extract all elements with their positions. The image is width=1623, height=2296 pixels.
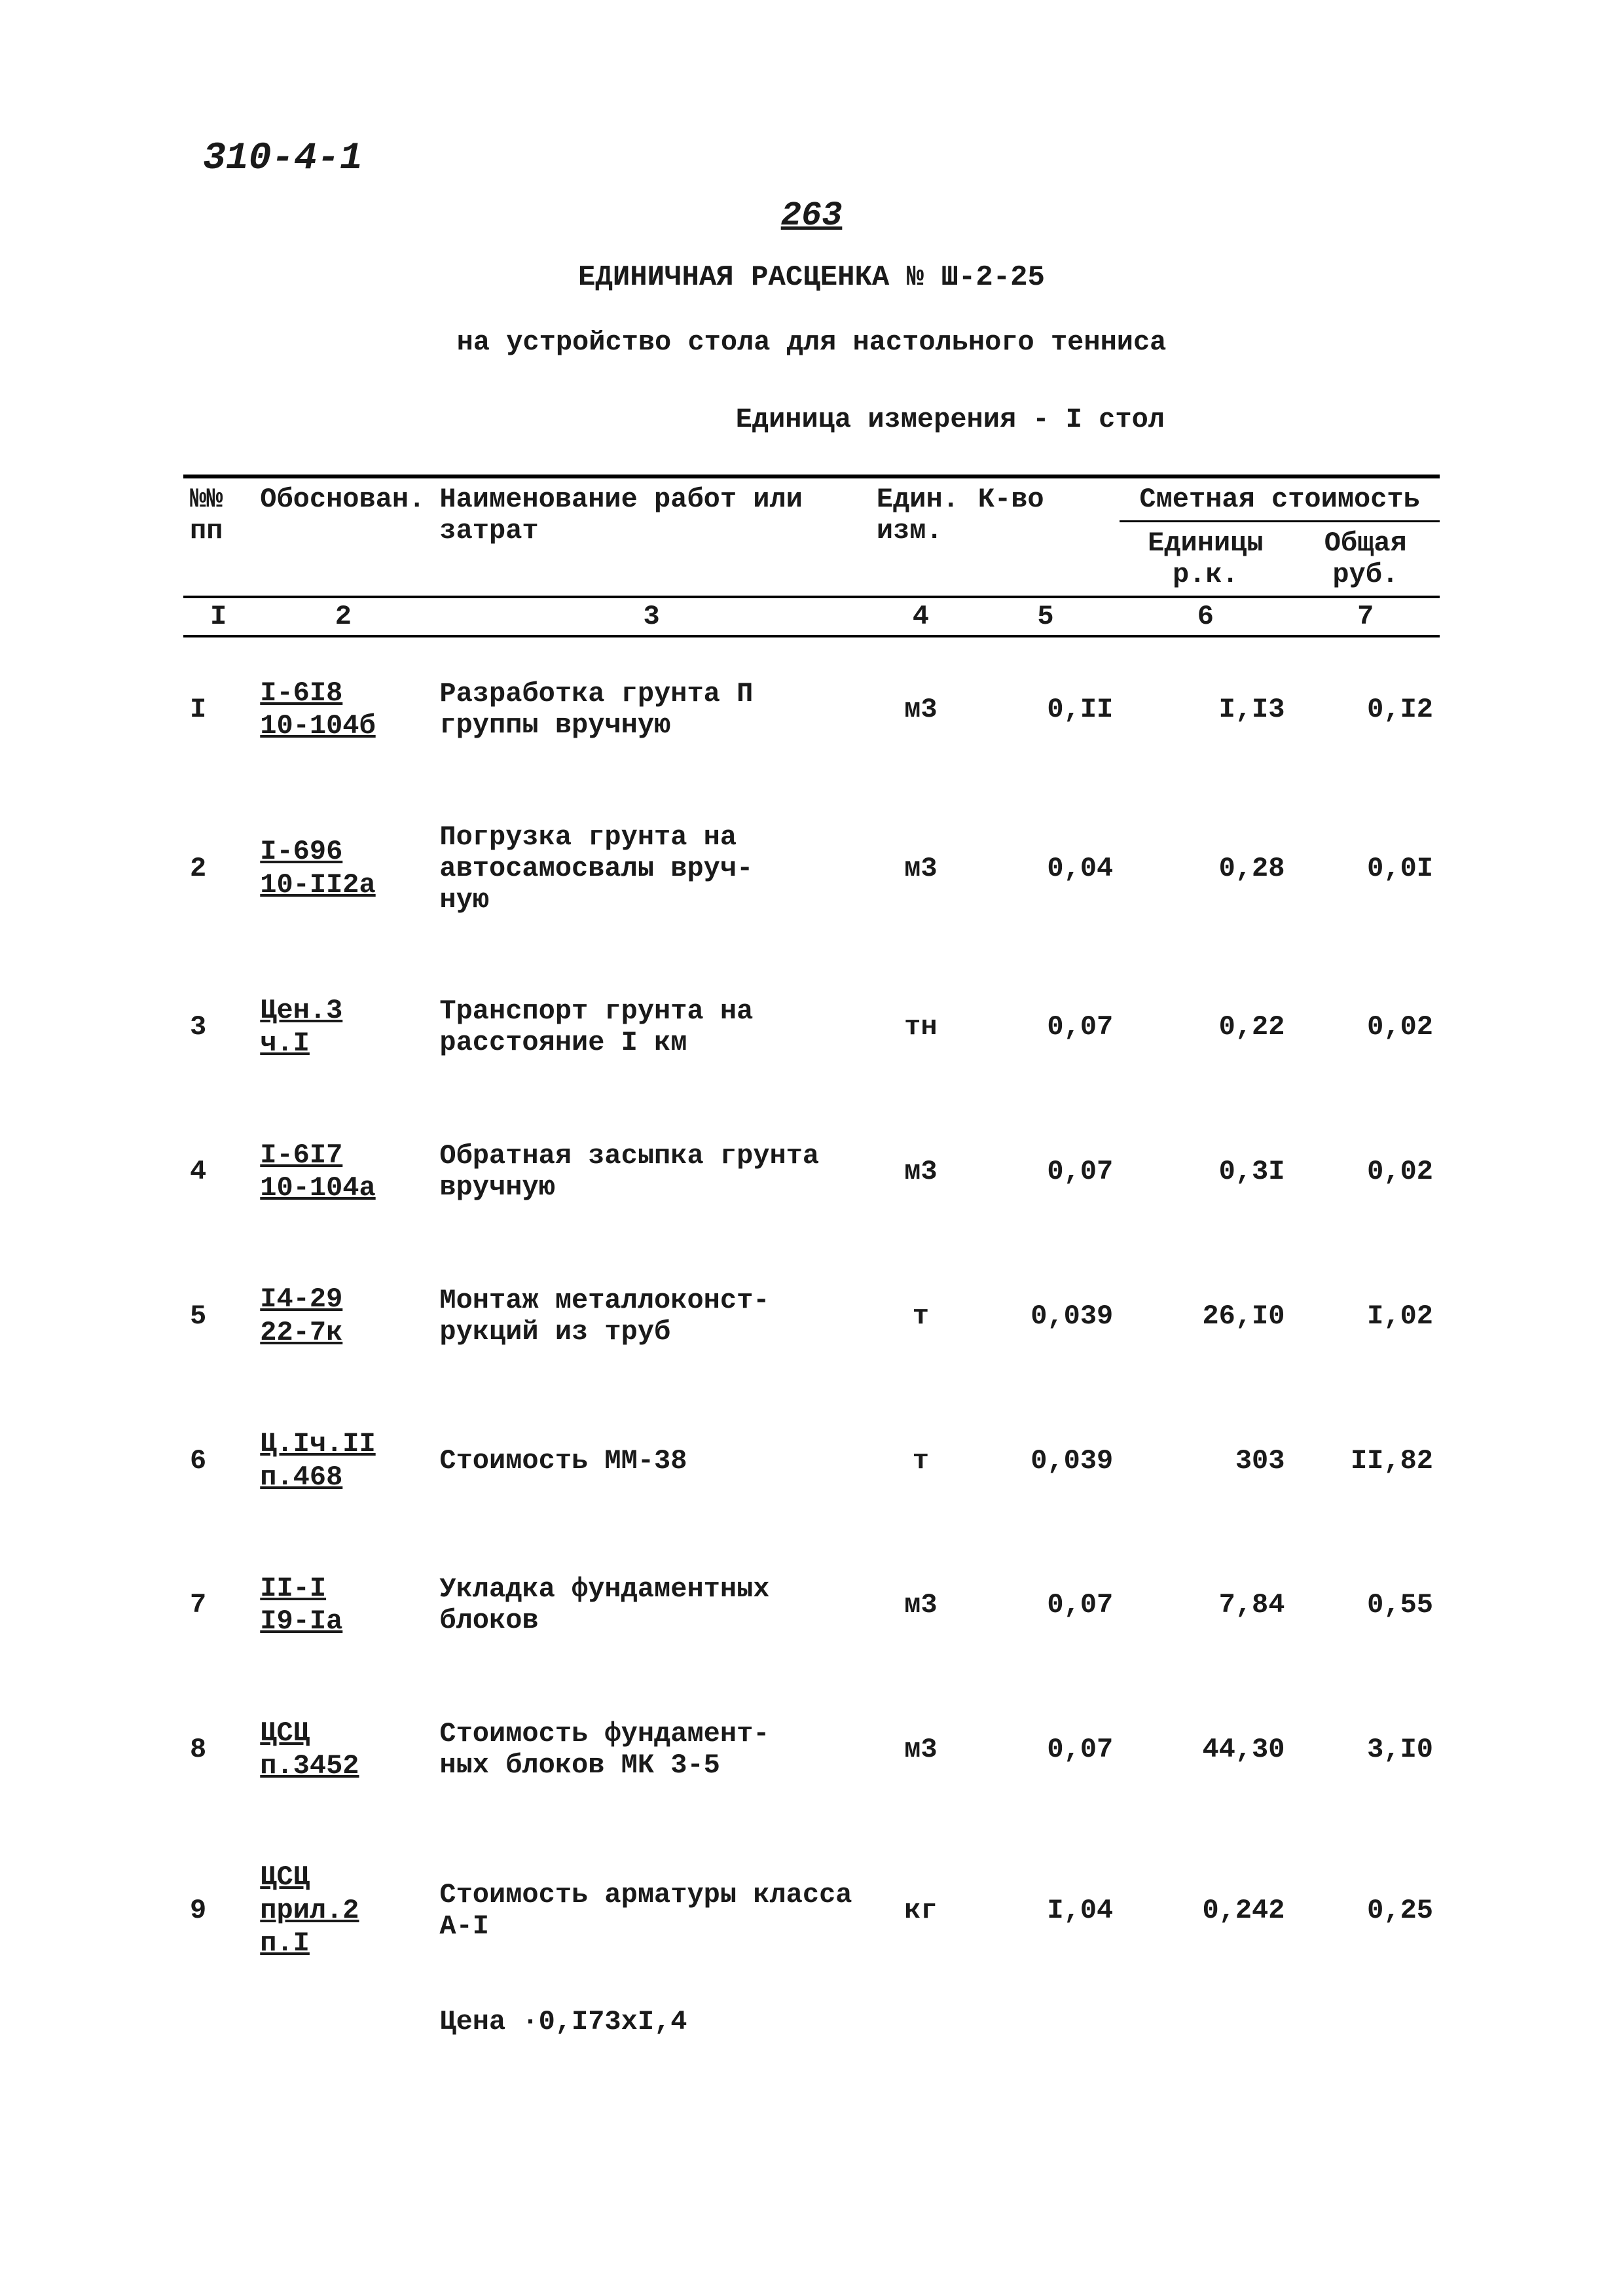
document-subtitle: на устройство стола для настольного тенн… — [183, 327, 1440, 358]
col-header-name: Наименование работ или затрат — [433, 476, 869, 597]
col-num-4: 4 — [870, 597, 972, 636]
cell-qty: 0,07 — [972, 1100, 1120, 1244]
table-row: 5I4-2922-7кМонтаж металлоконст-рукций из… — [183, 1244, 1440, 1388]
cell-total: 3,I0 — [1291, 1677, 1440, 1822]
cell-basis: I-6I810-104б — [253, 636, 433, 782]
table-row: 3Цен.3ч.IТранспорт грунта на расстояние … — [183, 955, 1440, 1100]
cell-unit: м3 — [870, 782, 972, 955]
cell-basis: I-6I710-104а — [253, 1100, 433, 1244]
document-page: 310-4-1 263 ЕДИНИЧНАЯ РАСЦЕНКА № Ш-2-25 … — [0, 0, 1623, 2296]
cell-price: 26,I0 — [1120, 1244, 1291, 1388]
col-header-qty: К-во — [972, 476, 1120, 597]
table-row: II-6I810-104бРазработка грунта П группы … — [183, 636, 1440, 782]
document-title: ЕДИНИЧНАЯ РАСЦЕНКА № Ш-2-25 — [183, 261, 1440, 294]
col-num-6: 6 — [1120, 597, 1291, 636]
cell-qty: 0,039 — [972, 1244, 1120, 1388]
cell-qty: 0,II — [972, 636, 1120, 782]
cell-unit: м3 — [870, 1100, 972, 1244]
cell-qty: 0,07 — [972, 1677, 1120, 1822]
cell-basis: Ц.Iч.IIп.468 — [253, 1388, 433, 1533]
col-num-3: 3 — [433, 597, 869, 636]
cell-name: Обратная засыпка грунта вручную — [433, 1100, 869, 1244]
cell-price: 303 — [1120, 1388, 1291, 1533]
cell-num: 6 — [183, 1388, 253, 1533]
cell-name: Стоимость арматуры класса А-I — [433, 1821, 869, 1999]
cell-unit: кг — [870, 1821, 972, 1999]
cell-name: Стоимость ММ-38 — [433, 1388, 869, 1533]
cell-num: 7 — [183, 1533, 253, 1677]
cell-num: 9 — [183, 1821, 253, 1999]
cell-name: Стоимость фундамент-ных блоков МК 3-5 — [433, 1677, 869, 1822]
cell-total: 0,I2 — [1291, 636, 1440, 782]
cell-qty: 0,039 — [972, 1388, 1120, 1533]
cell-total: 0,25 — [1291, 1821, 1440, 1999]
cell-basis: ЦСЦприл.2п.I — [253, 1821, 433, 1999]
table-row: 4I-6I710-104аОбратная засыпка грунта вру… — [183, 1100, 1440, 1244]
cell-num: 3 — [183, 955, 253, 1100]
cell-num: 5 — [183, 1244, 253, 1388]
cell-qty: 0,07 — [972, 955, 1120, 1100]
col-header-total: Общая руб. — [1291, 522, 1440, 598]
cell-name: Монтаж металлоконст-рукций из труб — [433, 1244, 869, 1388]
col-num-7: 7 — [1291, 597, 1440, 636]
cell-name: Разработка грунта П группы вручную — [433, 636, 869, 782]
cell-unit: тн — [870, 955, 972, 1100]
col-header-num: №№ пп — [183, 476, 253, 597]
cell-price: 0,242 — [1120, 1821, 1291, 1999]
page-number: 263 — [183, 196, 1440, 235]
cell-price: 0,28 — [1120, 782, 1291, 955]
cell-qty: I,04 — [972, 1821, 1120, 1999]
cell-qty: 0,07 — [972, 1533, 1120, 1677]
col-header-basis: Обоснован. — [253, 476, 433, 597]
cell-basis: II-II9-Iа — [253, 1533, 433, 1677]
cell-unit: т — [870, 1388, 972, 1533]
cell-num: I — [183, 636, 253, 782]
cell-unit: т — [870, 1244, 972, 1388]
cell-qty: 0,04 — [972, 782, 1120, 955]
cell-num: 8 — [183, 1677, 253, 1822]
cell-price: 0,3I — [1120, 1100, 1291, 1244]
table-row: 8ЦСЦп.3452Стоимость фундамент-ных блоков… — [183, 1677, 1440, 1822]
cell-total: 0,0I — [1291, 782, 1440, 955]
cell-num: 4 — [183, 1100, 253, 1244]
cell-basis: ЦСЦп.3452 — [253, 1677, 433, 1822]
table-row-note: Цена ·0,I73xI,4 — [183, 2000, 1440, 2044]
unit-of-measure: Единица измерения - I стол — [183, 404, 1440, 435]
cell-name: Транспорт грунта на расстояние I км — [433, 955, 869, 1100]
col-header-unitcost: Единицы р.к. — [1120, 522, 1291, 598]
table-body: II-6I810-104бРазработка грунта П группы … — [183, 636, 1440, 2044]
cell-total: 0,02 — [1291, 955, 1440, 1100]
cell-basis: I-69610-II2а — [253, 782, 433, 955]
cell-note: Цена ·0,I73xI,4 — [433, 2000, 869, 2044]
cell-name: Погрузка грунта на автосамосвалы вруч-ну… — [433, 782, 869, 955]
col-num-5: 5 — [972, 597, 1120, 636]
col-header-cost-group: Сметная стоимость — [1120, 476, 1440, 522]
cell-unit: м3 — [870, 1533, 972, 1677]
cell-unit: м3 — [870, 1677, 972, 1822]
cell-price: 44,30 — [1120, 1677, 1291, 1822]
cell-name: Укладка фундаментных блоков — [433, 1533, 869, 1677]
cell-unit: м3 — [870, 636, 972, 782]
table-row: 2I-69610-II2аПогрузка грунта на автосамо… — [183, 782, 1440, 955]
table-row: 6Ц.Iч.IIп.468Стоимость ММ-38т0,039303II,… — [183, 1388, 1440, 1533]
col-num-2: 2 — [253, 597, 433, 636]
cell-basis: Цен.3ч.I — [253, 955, 433, 1100]
col-num-1: I — [183, 597, 253, 636]
cell-total: II,82 — [1291, 1388, 1440, 1533]
cell-basis: I4-2922-7к — [253, 1244, 433, 1388]
col-header-unit: Един. изм. — [870, 476, 972, 597]
cell-num: 2 — [183, 782, 253, 955]
table-row: 7II-II9-IаУкладка фундаментных блоковм30… — [183, 1533, 1440, 1677]
table-row: 9ЦСЦприл.2п.IСтоимость арматуры класса А… — [183, 1821, 1440, 1999]
cell-total: I,02 — [1291, 1244, 1440, 1388]
cell-price: 0,22 — [1120, 955, 1291, 1100]
cell-price: I,I3 — [1120, 636, 1291, 782]
cell-price: 7,84 — [1120, 1533, 1291, 1677]
cell-total: 0,02 — [1291, 1100, 1440, 1244]
doc-code: 310-4-1 — [203, 137, 363, 180]
estimate-table: №№ пп Обоснован. Наименование работ или … — [183, 475, 1440, 2044]
cell-total: 0,55 — [1291, 1533, 1440, 1677]
